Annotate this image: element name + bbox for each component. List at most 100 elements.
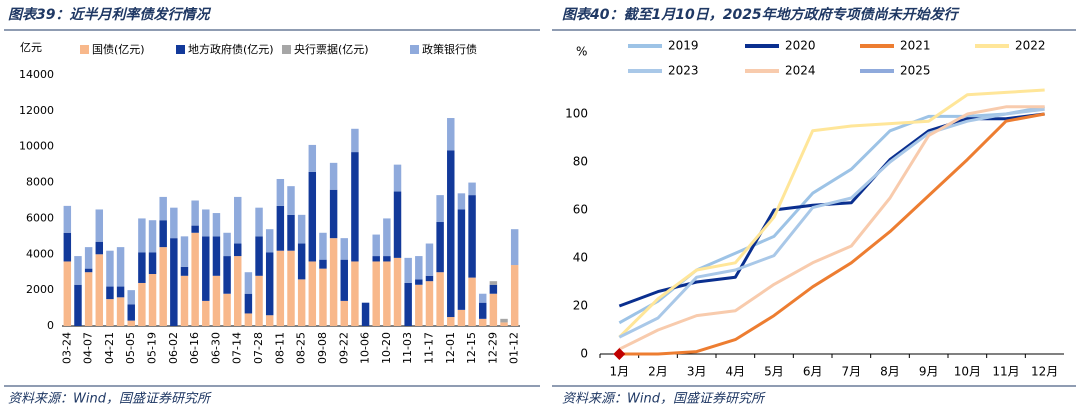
bar-segment [319,259,327,269]
bar-segment [223,256,231,294]
bar-segment [329,189,338,239]
bar-segment [116,297,125,326]
bar-segment [383,218,391,257]
bar-segment [383,256,391,262]
bar-segment [287,186,295,215]
x-tick-label: 9月 [919,365,939,379]
x-tick-label: 4月 [726,365,746,379]
x-tick-label: 11-03 [401,332,414,364]
bar-segment [404,257,412,283]
chart-title: 图表40：截至1月10日，2025年地方政府专项债尚未开始发行 [562,6,961,23]
bar-segment [329,238,338,326]
bar-segment [74,256,82,285]
bar-segment [255,275,263,326]
bar-segment [447,317,455,326]
bar-segment [340,238,348,260]
bar-segment [191,232,199,326]
bar-segment [202,209,210,237]
bar-segment [457,309,466,326]
y-tick-label: 2000 [26,283,54,296]
bar-segment [489,281,498,285]
y-tick-label: 100 [565,107,588,121]
bar-segment [468,277,476,326]
bar-segment [351,261,359,326]
bar-segment [500,318,508,323]
bar-segment [340,259,348,301]
bar-segment [138,282,146,326]
source: 资料来源：Wind，国盛证券研究所 [8,391,212,407]
bar-segment [393,164,402,192]
series-line [619,112,1045,356]
bar-segment [297,243,306,280]
bar-segment [510,229,519,266]
y-tick-label: 14000 [19,68,54,81]
x-tick-label: 05-19 [146,332,159,364]
bar-segment [404,282,412,326]
bar-segment [265,252,274,316]
bar-segment [415,284,423,326]
bar-segment [138,252,146,283]
y-unit: 亿元 [20,41,42,54]
bar-segment [351,152,359,262]
bar-segment [180,236,189,267]
bar-segment [372,261,380,326]
bar-segment [425,275,434,282]
bar-segment [127,304,135,321]
x-tick-label: 08-25 [295,332,308,364]
y-tick-label: 10000 [19,140,54,153]
bar-segment [308,261,317,326]
bar-segment [319,232,327,260]
x-tick-label: 08-11 [273,332,286,364]
x-tick-label: 12-15 [465,332,478,364]
bar-segment [106,286,114,300]
bar-segment [361,302,370,326]
bar-segment [95,209,104,242]
legend-label: 2023 [668,64,699,78]
legend-label: 2019 [668,39,699,53]
y-tick-label: 8000 [26,176,54,189]
legend-swatch [282,45,291,54]
bar-segment [393,257,402,326]
x-tick-label: 6月 [803,365,823,379]
x-tick-label: 12月 [1031,365,1058,379]
bar-segment [489,293,498,326]
bar-segment [436,222,444,273]
x-tick-label: 04-21 [103,332,116,364]
legend-label: 2025 [900,64,931,78]
x-tick-label: 09-08 [316,332,329,364]
series-line [618,107,1045,339]
bar-segment [127,320,135,326]
point-marker [613,348,626,360]
x-tick-label: 8月 [880,365,900,379]
y-tick-label: 60 [573,203,588,217]
bar-segment [159,220,167,248]
x-tick-label: 04-07 [82,332,95,364]
bar-segment [478,293,487,303]
bar-segment [106,299,114,326]
bar-segment [148,274,157,326]
bar-segment [276,205,285,251]
bar-segment [95,254,104,326]
x-tick-label: 06-16 [188,332,201,364]
legend-label: 地方政府债(亿元) [188,42,274,56]
bar-segment [159,196,167,221]
source: 资料来源：Wind，国盛证券研究所 [562,391,766,407]
y-tick-label: 0 [47,319,54,332]
bar-segment [276,250,285,326]
bar-segment [116,286,125,298]
x-tick-label: 06-30 [209,332,222,364]
bar-segment [308,171,317,262]
series-line [618,105,1045,351]
bar-segment [180,266,189,276]
bar-segment [447,150,455,318]
x-tick-label: 10-20 [380,332,393,364]
bar-segment [234,196,242,244]
bar-segment [244,293,253,314]
bar-segment [478,318,487,326]
bar-segment [340,300,348,326]
x-tick-label: 11月 [992,365,1019,379]
y-tick-label: 20 [573,299,588,313]
bar-segment [319,268,327,326]
legend-label: 2021 [900,39,931,53]
